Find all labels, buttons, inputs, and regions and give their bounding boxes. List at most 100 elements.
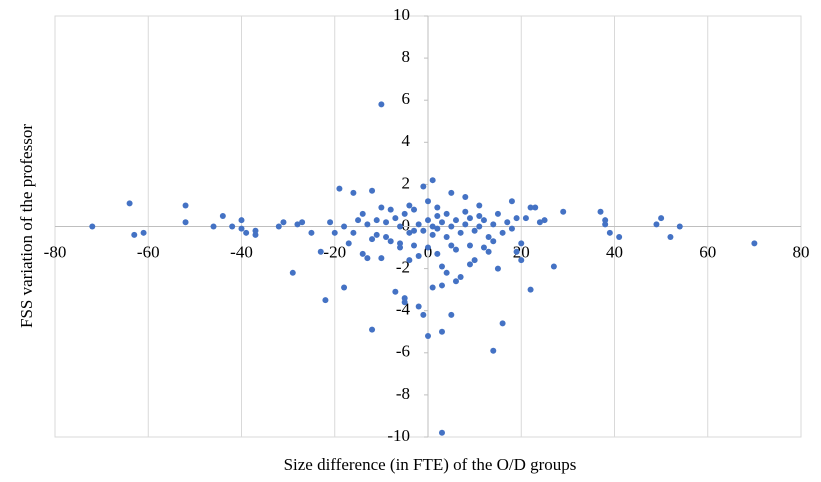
point xyxy=(494,265,501,272)
point xyxy=(471,257,478,264)
point xyxy=(494,210,501,217)
point xyxy=(369,326,376,333)
point xyxy=(485,234,492,241)
point xyxy=(429,177,436,184)
point xyxy=(425,198,431,205)
point xyxy=(331,229,338,236)
point xyxy=(466,261,473,268)
point xyxy=(289,269,296,276)
point xyxy=(299,219,306,226)
point xyxy=(397,223,404,230)
point xyxy=(536,219,543,226)
point xyxy=(462,221,469,228)
point xyxy=(504,219,511,226)
point xyxy=(364,255,371,262)
point xyxy=(462,208,469,215)
point xyxy=(420,311,427,318)
point xyxy=(359,210,366,217)
point xyxy=(532,204,539,211)
point xyxy=(490,238,497,245)
point xyxy=(513,248,520,255)
point xyxy=(210,223,217,230)
y-tick-label: -6 xyxy=(396,342,410,361)
point xyxy=(425,217,431,224)
point xyxy=(182,219,189,226)
point xyxy=(364,221,371,228)
point xyxy=(280,219,287,226)
point xyxy=(522,215,529,222)
point xyxy=(387,238,394,245)
point xyxy=(89,223,96,230)
point xyxy=(480,217,487,224)
point xyxy=(392,288,399,295)
point xyxy=(406,257,413,264)
point xyxy=(443,210,450,217)
point xyxy=(434,250,441,257)
point xyxy=(341,284,348,291)
x-tick-label: 40 xyxy=(606,242,623,261)
y-tick-label: 6 xyxy=(402,89,411,108)
point xyxy=(415,221,422,228)
point xyxy=(327,219,334,226)
y-tick-label: 4 xyxy=(402,131,411,150)
point xyxy=(373,217,380,224)
point xyxy=(434,204,441,211)
point xyxy=(518,240,525,247)
point xyxy=(355,217,362,224)
point xyxy=(378,101,385,108)
y-tick-label: -2 xyxy=(396,258,410,277)
point xyxy=(401,210,408,217)
point xyxy=(415,252,422,259)
point xyxy=(294,221,301,228)
point xyxy=(550,263,557,270)
point xyxy=(275,223,282,230)
point xyxy=(462,194,469,201)
point xyxy=(359,250,366,257)
point xyxy=(452,217,459,224)
point xyxy=(369,236,376,243)
point xyxy=(448,242,455,249)
point xyxy=(606,229,613,236)
point xyxy=(602,221,609,228)
point xyxy=(452,246,459,253)
point xyxy=(518,257,525,264)
point xyxy=(401,295,408,302)
x-tick-label: -40 xyxy=(230,242,253,261)
point xyxy=(653,221,660,228)
point xyxy=(667,234,674,241)
y-tick-label: 0 xyxy=(402,215,411,234)
point xyxy=(452,278,459,285)
point xyxy=(471,227,478,234)
point xyxy=(438,282,445,289)
point xyxy=(341,223,348,230)
point xyxy=(243,229,250,236)
point xyxy=(252,231,259,238)
point xyxy=(420,183,427,190)
point xyxy=(476,202,483,209)
x-tick-label: -80 xyxy=(44,242,67,261)
point xyxy=(397,244,404,251)
point xyxy=(676,223,683,230)
point xyxy=(448,311,455,318)
y-tick-label: 8 xyxy=(402,47,411,66)
y-axis-title: FSS variation of the professor xyxy=(17,124,36,328)
point xyxy=(466,215,473,222)
y-tick-label: 2 xyxy=(402,173,411,192)
point xyxy=(401,299,408,306)
point xyxy=(425,332,431,339)
point xyxy=(527,204,534,211)
point xyxy=(126,200,133,207)
point xyxy=(485,248,492,255)
x-tick-label: -60 xyxy=(137,242,160,261)
point xyxy=(438,219,445,226)
point xyxy=(466,242,473,249)
point xyxy=(383,219,390,226)
x-axis-title: Size difference (in FTE) of the O/D grou… xyxy=(284,455,577,474)
point xyxy=(448,223,455,230)
point xyxy=(182,202,189,209)
point xyxy=(350,229,357,236)
point xyxy=(238,225,245,232)
point xyxy=(499,320,506,327)
point xyxy=(508,225,515,232)
point xyxy=(490,347,497,354)
